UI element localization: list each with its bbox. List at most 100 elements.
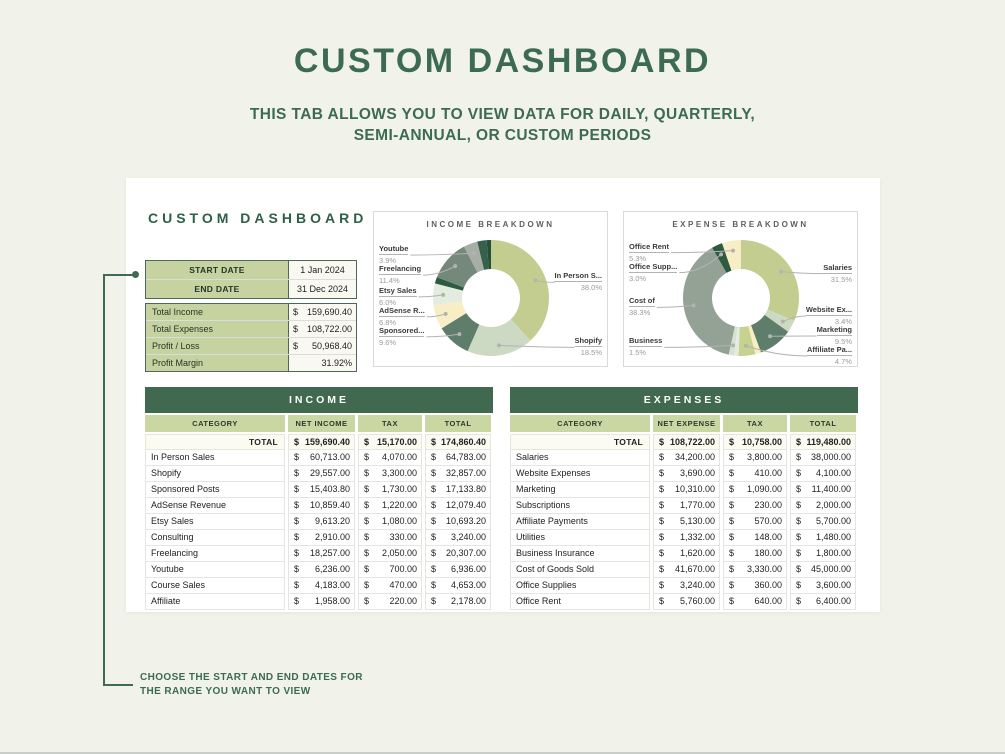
currency-symbol: $ xyxy=(729,548,735,558)
net-total-cell: $159,690.40 xyxy=(288,434,355,450)
leader-line xyxy=(745,345,807,357)
total-cell: $2,000.00 xyxy=(790,498,856,514)
pie-callout-label: AdSense R... 6.8% xyxy=(379,306,425,327)
pie-label-percent: 6.0% xyxy=(379,297,397,307)
pie-label-percent: 38.0% xyxy=(580,283,602,293)
pie-label-name: Office Supp... xyxy=(629,261,678,273)
net-cell: $34,200.00 xyxy=(653,450,720,466)
currency-symbol: $ xyxy=(294,484,300,494)
column-header: NET INCOME xyxy=(288,415,355,432)
pie-label-percent: 11.4% xyxy=(379,276,400,286)
tax-total-cell: $10,758.00 xyxy=(723,434,787,450)
pie-callout-label: Website Ex... 3.4% xyxy=(805,305,852,326)
pie-label-name: Affiliate Pa... xyxy=(806,345,852,356)
end-date-value[interactable]: 31 Dec 2024 xyxy=(288,280,356,298)
summary-value: $50,968.40 xyxy=(288,338,356,354)
summary-row: Profit / Loss $50,968.40 xyxy=(146,337,356,354)
summary-row: Total Income $159,690.40 xyxy=(146,304,356,320)
total-cell: $64,783.00 xyxy=(425,450,491,466)
currency-symbol: $ xyxy=(659,452,665,462)
pie-label-percent: 31.5% xyxy=(830,274,852,284)
currency-symbol: $ xyxy=(659,500,665,510)
total-row: TOTAL $159,690.40 $15,170.00 $174,860.40 xyxy=(145,434,493,450)
pie-label-percent: 1.5% xyxy=(629,348,647,358)
leader-dot xyxy=(719,252,724,257)
currency-symbol: $ xyxy=(364,596,370,606)
currency-symbol: $ xyxy=(431,437,437,447)
category-cell: Salaries xyxy=(510,450,650,466)
leader-dot xyxy=(453,264,458,269)
leader-dot xyxy=(780,319,785,324)
pie-callout-label: Business 1.5% xyxy=(629,336,663,358)
annotation-line-2: THE RANGE YOU WANT TO VIEW xyxy=(140,685,311,697)
currency-symbol: $ xyxy=(659,484,665,494)
net-cell: $5,760.00 xyxy=(653,594,720,610)
end-date-label: END DATE xyxy=(146,280,288,298)
pie-label-name: Youtube xyxy=(379,244,409,256)
pie-slice xyxy=(486,240,491,270)
currency-symbol: $ xyxy=(294,437,300,447)
total-cell: $12,079.40 xyxy=(425,498,491,514)
net-cell: $1,770.00 xyxy=(653,498,720,514)
pie-label-percent: 5.3% xyxy=(629,253,647,263)
currency-symbol: $ xyxy=(729,580,735,590)
summary-label: Profit / Loss xyxy=(146,338,288,354)
expense-breakdown-chart: EXPENSE BREAKDOWN Office Rent 5.3% Office … xyxy=(623,211,858,367)
tax-cell: $3,330.00 xyxy=(723,562,787,578)
currency-symbol: $ xyxy=(294,596,300,606)
net-cell: $15,403.80 xyxy=(288,482,355,498)
pie-slice xyxy=(433,283,463,306)
table-row: Website Expenses $3,690.00 $410.00 $4,100.0… xyxy=(510,466,858,482)
category-cell: Youtube xyxy=(145,562,285,578)
currency-symbol: $ xyxy=(364,500,370,510)
table-row: AdSense Revenue $10,859.40 $1,220.00 $12,07… xyxy=(145,498,493,514)
start-date-value[interactable]: 1 Jan 2024 xyxy=(288,261,356,279)
total-cell: $6,400.00 xyxy=(790,594,856,610)
pie-slice xyxy=(712,243,732,273)
summary-row: Total Expenses $108,722.00 xyxy=(146,320,356,337)
tax-cell: $410.00 xyxy=(723,466,787,482)
leader-line xyxy=(782,315,806,323)
connector-line-horizontal-top xyxy=(103,274,135,276)
category-cell: Consulting xyxy=(145,530,285,546)
tax-cell: $1,730.00 xyxy=(358,482,422,498)
pie-label-name: Cost of xyxy=(629,296,655,308)
currency-symbol: $ xyxy=(659,596,665,606)
currency-symbol: $ xyxy=(729,484,735,494)
currency-symbol: $ xyxy=(431,532,437,542)
pie-callout-label: Freelancing 11.4% xyxy=(379,264,422,286)
category-cell: Office Supplies xyxy=(510,578,650,594)
currency-symbol: $ xyxy=(294,468,300,478)
currency-symbol: $ xyxy=(659,437,665,447)
tax-cell: $230.00 xyxy=(723,498,787,514)
pie-callout-label: Salaries 31.5% xyxy=(823,263,852,284)
currency-symbol: $ xyxy=(431,516,437,526)
leader-dot xyxy=(731,343,736,348)
pie-callout-label: Sponsored... 9.6% xyxy=(379,326,425,347)
pie-slice xyxy=(722,240,741,271)
table-row: Affiliate Payments $5,130.00 $570.00 $5,700… xyxy=(510,514,858,530)
total-row: TOTAL $108,722.00 $10,758.00 $119,480.00 xyxy=(510,434,858,450)
category-cell: Freelancing xyxy=(145,546,285,562)
net-cell: $10,310.00 xyxy=(653,482,720,498)
currency-symbol: $ xyxy=(364,452,370,462)
currency-symbol: $ xyxy=(729,596,735,606)
leader-dot xyxy=(691,303,696,308)
donut-chart-svg xyxy=(410,240,575,356)
currency-symbol: $ xyxy=(364,516,370,526)
tax-cell: $360.00 xyxy=(723,578,787,594)
total-cell: $2,178.00 xyxy=(425,594,491,610)
column-header-row: CATEGORY NET EXPENSE TAX TOTAL xyxy=(510,415,858,432)
currency-symbol: $ xyxy=(796,468,802,478)
currency-symbol: $ xyxy=(364,532,370,542)
end-date-row: END DATE 31 Dec 2024 xyxy=(146,279,356,298)
net-cell: $9,613.20 xyxy=(288,514,355,530)
net-cell: $1,620.00 xyxy=(653,546,720,562)
total-cell: $1,800.00 xyxy=(790,546,856,562)
currency-symbol: $ xyxy=(294,532,300,542)
currency-symbol: $ xyxy=(796,437,802,447)
currency-symbol: $ xyxy=(796,580,802,590)
table-row: Marketing $10,310.00 $1,090.00 $11,400.00 xyxy=(510,482,858,498)
currency-symbol: $ xyxy=(796,596,802,606)
pie-slice xyxy=(683,247,735,355)
